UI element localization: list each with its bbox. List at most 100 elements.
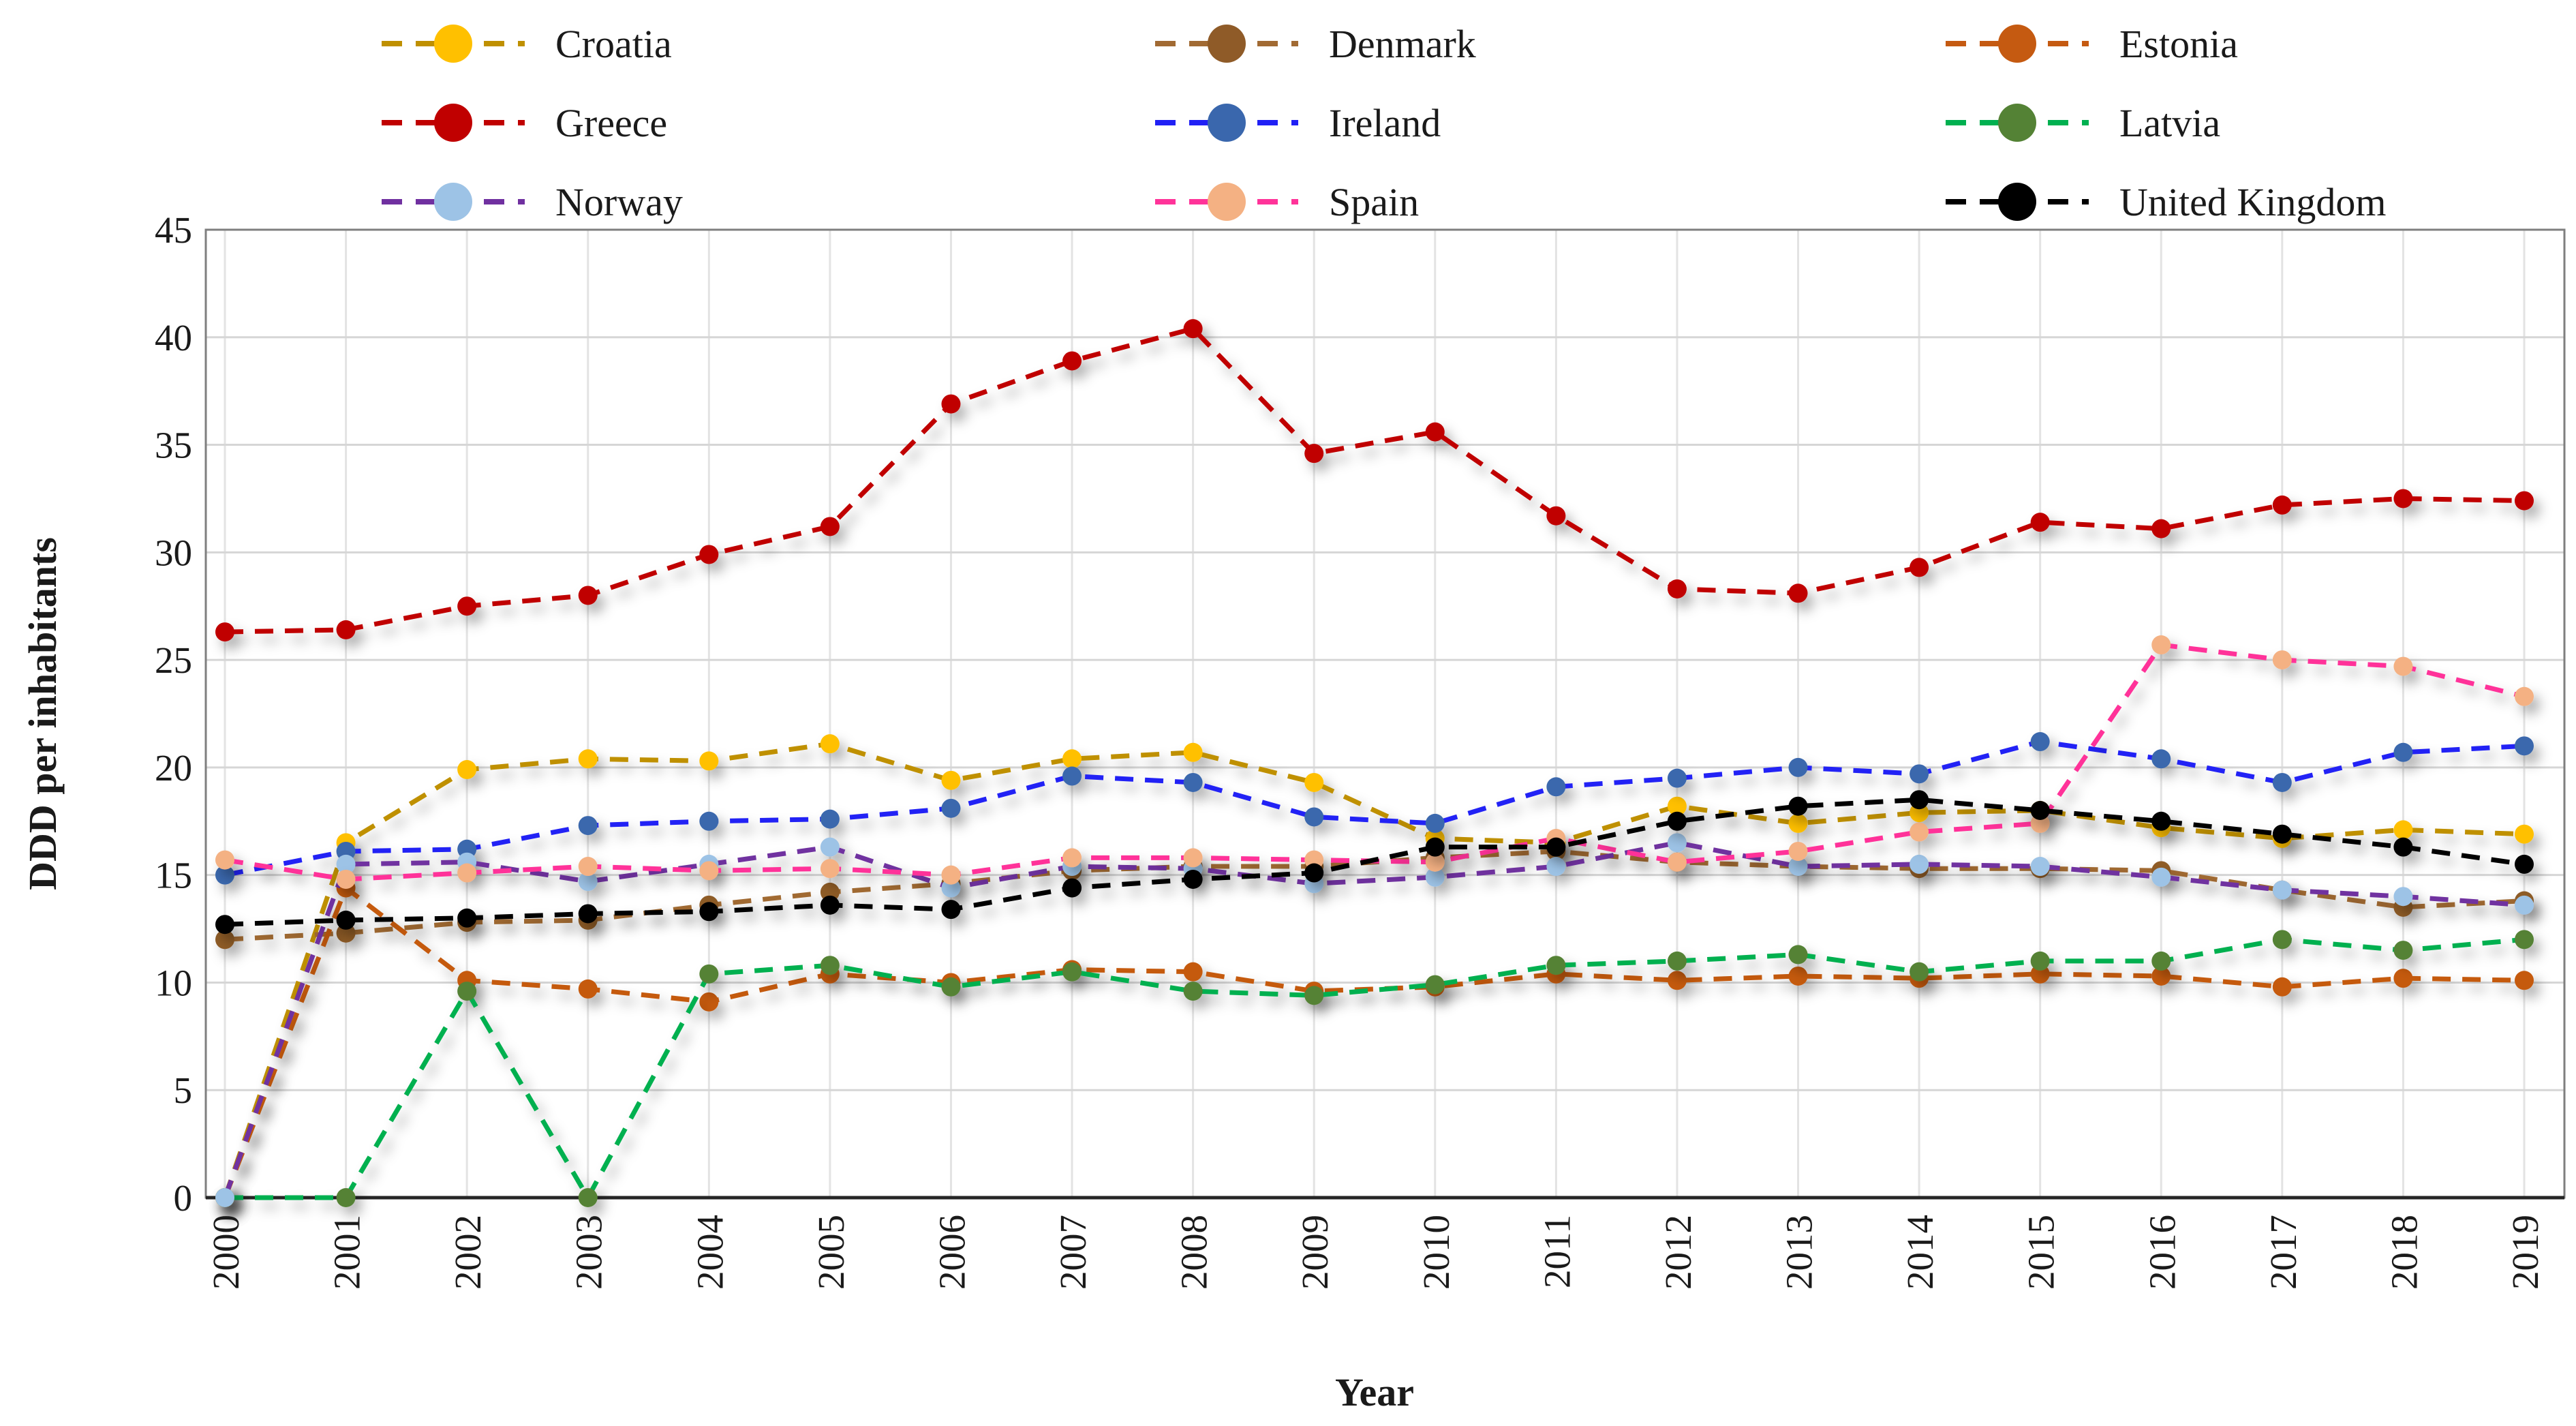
legend-item-united-kingdom: United Kingdom	[1946, 180, 2386, 224]
data-point	[336, 620, 356, 639]
data-point	[2151, 966, 2171, 986]
data-point	[578, 586, 598, 605]
data-point	[1183, 742, 1203, 762]
legend-label: Croatia	[555, 22, 672, 66]
data-point	[1425, 422, 1445, 442]
legend-marker	[1208, 183, 1246, 221]
data-point	[1910, 854, 1929, 874]
data-point	[1910, 764, 1929, 784]
data-point	[2515, 854, 2534, 874]
data-point	[215, 915, 234, 935]
legend-marker	[434, 104, 472, 142]
data-point	[215, 1188, 234, 1207]
data-point	[1788, 857, 1808, 877]
series-norway-line	[222, 840, 2525, 1199]
data-point	[215, 865, 234, 885]
legend-label: Greece	[555, 101, 667, 145]
data-point	[699, 811, 719, 831]
axis-tick-labels: 0 5 10 15 20 25 30 35 40 45 2000 2001 2002 2003 2004 20…	[155, 209, 2546, 1290]
x-tick-label: 2009	[1294, 1215, 1336, 1290]
data-point	[1062, 962, 1082, 982]
legend-label: Latvia	[2119, 101, 2220, 145]
data-point	[215, 622, 234, 642]
x-tick-label: 2000	[205, 1215, 247, 1290]
data-point	[941, 977, 961, 997]
data-point	[457, 760, 477, 780]
y-tick-label: 30	[155, 532, 192, 573]
data-point	[1062, 351, 1082, 371]
series-greece-line	[224, 326, 2525, 635]
data-point	[2393, 742, 2413, 762]
data-point	[215, 930, 234, 950]
data-point	[1062, 749, 1082, 769]
data-point	[578, 857, 598, 877]
data-point	[1788, 796, 1808, 816]
series-latvia-line	[225, 937, 2525, 1203]
data-point	[215, 850, 234, 870]
data-point	[1304, 863, 1324, 883]
data-point	[2030, 513, 2050, 532]
data-point	[1667, 833, 1687, 853]
data-point	[1910, 822, 1929, 842]
data-point	[1304, 986, 1324, 1005]
data-point	[2393, 489, 2413, 509]
legend-label: Denmark	[1329, 22, 1476, 66]
data-point	[1425, 852, 1445, 872]
data-point	[2151, 519, 2171, 538]
data-point	[1183, 772, 1203, 792]
data-point	[578, 1188, 598, 1207]
x-tick-label: 2017	[2263, 1215, 2304, 1290]
data-point	[1546, 956, 1566, 975]
y-tick-label: 5	[174, 1070, 193, 1111]
legend-marker	[1208, 25, 1246, 63]
data-point	[820, 517, 840, 536]
data-point	[1788, 583, 1808, 603]
x-tick-label: 2012	[1657, 1215, 1699, 1290]
plot-border	[204, 228, 2566, 1199]
data-point	[2272, 772, 2292, 792]
data-point	[820, 837, 840, 857]
data-point	[1910, 962, 1929, 982]
data-point	[1788, 966, 1808, 986]
data-point	[1910, 558, 1929, 577]
data-point	[1183, 869, 1203, 889]
data-point	[1304, 444, 1324, 464]
data-point	[1667, 951, 1687, 971]
series-united-kingdom	[215, 790, 2534, 935]
data-point	[336, 869, 356, 889]
y-tick-label: 0	[174, 1177, 193, 1219]
data-point	[1546, 777, 1566, 797]
data-point	[2393, 837, 2413, 857]
x-tick-label: 2010	[1415, 1215, 1457, 1290]
data-point	[2272, 880, 2292, 900]
data-point	[699, 861, 719, 881]
legend-marker	[434, 25, 472, 63]
data-point	[820, 956, 840, 975]
data-point	[1667, 852, 1687, 872]
data-point	[820, 859, 840, 879]
gridlines	[204, 228, 2566, 1200]
data-point	[699, 545, 719, 564]
series-greece	[215, 319, 2534, 642]
data-point	[1304, 772, 1324, 792]
legend-item-ireland: Ireland	[1155, 101, 1441, 145]
data-point	[1546, 506, 1566, 526]
series-estonia-line	[222, 883, 2525, 1199]
x-tick-label: 2014	[1899, 1215, 1941, 1290]
y-tick-label: 15	[155, 855, 192, 896]
data-point	[1425, 813, 1445, 833]
data-point	[1183, 848, 1203, 868]
data-point	[699, 902, 719, 922]
data-point	[1788, 813, 1808, 833]
x-tick-label: 2016	[2141, 1215, 2183, 1290]
data-point	[1667, 579, 1687, 598]
data-point	[941, 394, 961, 414]
data-point	[820, 809, 840, 829]
data-point	[2515, 686, 2534, 706]
data-point	[699, 751, 719, 771]
data-point	[820, 895, 840, 915]
legend-marker	[1998, 25, 2036, 63]
series-denmark-line	[224, 849, 2525, 942]
data-point	[2515, 971, 2534, 990]
data-point	[820, 734, 840, 754]
